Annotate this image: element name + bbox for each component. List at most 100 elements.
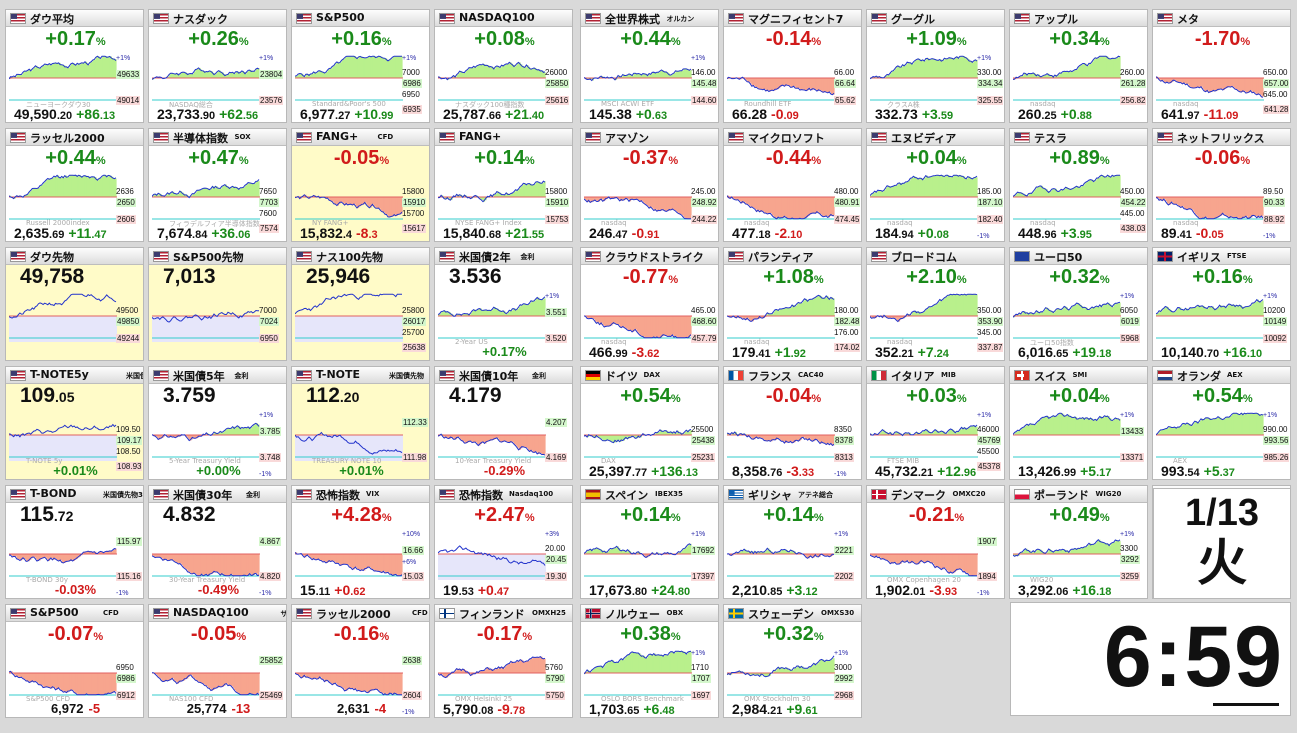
market-tile[interactable]: T-BOND米国債先物30年115.72115.97115.16-1%T-BON… [5,485,144,599]
market-tile[interactable]: 米国債10年 金利 4.179 4.207 4.169 10-Year Treasury … [434,366,573,480]
chart-area-segment [397,197,400,215]
market-tile[interactable]: NASDAQ100 +0.08% 26000 25850 25616 ナスダック100種指… [434,9,573,123]
market-tile[interactable]: FANG+ +0.14% 15800 15910 15753 NYSE FANG+ Ind… [434,128,573,242]
chart-area-segment [642,197,646,203]
market-tile[interactable]: ナス100先物 25,946 25800 26017 25700 25638 [291,247,430,361]
chart-area-segment [470,67,473,78]
market-tile[interactable]: 米国債2年 金利 3.536 +1% 3.551 3.520 2-Year US +0.17% [434,247,573,361]
market-tile[interactable]: ネットフリックス -0.06% 89.50 90.33 88.92 -1% nasdaq 89… [1152,128,1291,242]
market-tile[interactable]: ダウ先物 49,758 49500 49850 49244 [5,247,144,361]
chart-area-segment [650,74,653,78]
chart-area-segment [455,670,458,673]
market-tile[interactable]: FANG+ CFD -0.05% 15800 15910 15700 15617 NY FAN… [291,128,430,242]
chart-area-segment [218,433,221,435]
chart-area-segment [255,673,259,695]
market-tile[interactable]: 米国債5年 金利 3.759 +1% 3.785 3.748 -1% 5-Year Treas… [148,366,287,480]
chart-area-segment [1031,552,1034,554]
market-tile[interactable]: S&P500先物 7,013 7000 7024 6950 [148,247,287,361]
chart-area-segment [364,57,367,78]
chart-area-segment [751,316,754,322]
market-tile[interactable]: 恐怖指数 Nasdaq100 +2.47% +3% 20.00 20.45 19.30 19.… [434,485,573,599]
market-tile[interactable]: ノルウェー OBX +0.38% +1% 1710 1707 1697 OSLO BORS B… [580,604,719,718]
market-tile[interactable]: スウェーデン OMXS30 +0.32% +1% 3000 2992 2968 OMX Sto… [723,604,862,718]
market-tile[interactable]: イギリス FTSE +0.16% +1% 10200 10149 10092 10,140.7… [1152,247,1291,361]
axis-label-mid: 990.00 [1263,425,1288,434]
chart-area-segment [810,197,813,214]
chart-area-segment [826,660,829,673]
chart-area-segment [520,186,523,197]
chart-area-segment [1088,180,1092,197]
price-line [438,296,546,317]
chart-area-segment [60,673,63,691]
market-tile[interactable]: デンマーク OMXC20 -0.21% 1907 1894 -1% OMX Copenhag… [866,485,1005,599]
market-tile[interactable]: ラッセル2000 +0.44% 2636 2650 2606 Russell 2000in… [5,128,144,242]
market-tile[interactable]: パランティア +1.08% 180.00 182.48 176.00 174.02 nasd… [723,247,862,361]
market-tile[interactable]: アマゾン -0.37% 245.00 248.92 244.22 nasdaq 246.47… [580,128,719,242]
chart-area-segment [509,663,512,673]
market-tile[interactable]: S&P500 CFD -0.07% 6950 6986 6912 S&P500 CFD 6,9… [5,604,144,718]
market-tile[interactable]: フィンランド OMXH25 -0.17% 5760 5790 5750 OMX Helsin… [434,604,573,718]
market-tile[interactable]: 米国債30年 金利 4.832 4.867 4.820 -1% 30-Year Treasu… [148,485,287,599]
market-tile[interactable]: メタ -1.70% 650.00 657.00 645.00 641.28 nasdaq 64… [1152,9,1291,123]
market-tile[interactable]: マイクロソフト -0.44% 480.00 480.91 474.45 nasdaq 477… [723,128,862,242]
market-tile[interactable]: グーグル +1.09% +1% 330.00 334.34 325.55 クラスA株 332.… [866,9,1005,123]
chart-area-segment [613,661,616,673]
chart-area-segment [667,197,670,211]
chart-area-segment [963,428,966,435]
flag-icon [153,251,169,262]
chart-area-segment [16,554,19,559]
change-value: +0.26 [188,28,239,50]
market-tile[interactable]: アップル +0.34% 260.00 261.28 256.82 nasdaq 260.25… [1009,9,1148,123]
market-tile[interactable]: スイス SMI +0.04% +1% 13433 13371 13,426.99 +5.17 [1009,366,1148,480]
axis-label-mid: 260.00 [1120,68,1145,77]
chart-area-segment [231,187,234,197]
market-tile[interactable]: 半導体指数 SOX +0.47% 7650 7703 7600 7574 フィラデルフィア半導… [148,128,287,242]
chart-area-segment [58,673,61,688]
chart-area-segment [689,430,692,435]
market-tile[interactable]: ダウ平均 +0.17% +1% 49633 49014 ニューヨークダウ30 49,590.… [5,9,144,123]
price-line [1013,301,1121,318]
chart-area-segment [172,673,175,679]
market-tile[interactable]: T-NOTE 米国債先物 112.20 112.33 111.98 TREASURY NO… [291,366,430,480]
market-tile[interactable]: クラウドストライク -0.77% 465.00 468.60 457.79 nasdaq 4… [580,247,719,361]
market-tile[interactable]: ギリシャ アテネ総合 +0.14% +1% 2221 2202 2,210.85 +3.12 [723,485,862,599]
chart-area-segment [346,554,349,565]
chart-area-segment [588,197,591,201]
price-delta: -0.09 [771,106,799,122]
market-tile[interactable]: S&P500 +0.16% +1% 7000 6986 6950 6935 Standard&… [291,9,430,123]
market-tile[interactable]: ブロードコム +2.10% 350.00 353.90 345.00 337.87 nasd… [866,247,1005,361]
market-tile[interactable]: ラッセル2000 CFD -0.16% 2638 2604 -1% 2,631 -4 [291,604,430,718]
axis-label-low: 3.520 [545,334,568,343]
price-line [9,548,117,564]
chart-area-segment [1235,306,1238,316]
chart-area-segment [40,68,43,78]
chart-area-segment [537,657,540,673]
market-tile[interactable]: イタリア MIB +0.03% +1% 46000 45769 45500 45378 FTSE… [866,366,1005,480]
market-tile[interactable]: ユーロ50 +0.32% +1% 6050 6019 5968 ユーロ50指数 6,016.6… [1009,247,1148,361]
chart-area-segment [173,193,176,197]
chart-watermark: nasdaq [1030,219,1056,227]
market-tile[interactable]: ドイツ DAX +0.54% 25500 25438 25231 DAX 25,397.77 +… [580,366,719,480]
market-tile[interactable]: ポーランド WIG20 +0.49% +1% 3300 3292 3259 WIG20 3,29… [1009,485,1148,599]
chart-area-segment [344,57,347,78]
market-tile[interactable]: ナスダック +0.26% +1% 23804 23576 NASDAQ総合 23,733.9… [148,9,287,123]
market-tile[interactable]: フランス CAC40 -0.04% 8350 8378 8313 -1% 8,358.76 -3… [723,366,862,480]
chart-area-segment [57,673,60,689]
market-tile[interactable]: T-NOTE5y米国債先物109.05109.50109.17108.50108… [5,366,144,480]
change-percent: +0.44% [6,146,143,173]
chart-area-segment [1174,427,1177,435]
price-int: 49,758 [20,265,85,288]
market-tile[interactable]: 全世界株式 オルカン +0.44% +1% 146.00 145.48 144.60 MSCI… [580,9,719,123]
chart-area-segment [677,71,680,78]
market-tile[interactable]: スペイン IBEX35 +0.14% +1% 17692 17397 17,673.80 +2… [580,485,719,599]
chart-area-segment [747,551,750,554]
chart-area-segment [952,58,955,78]
chart-area-segment [1025,425,1028,435]
market-tile[interactable]: オランダ AEX +0.54% +1% 990.00 993.56 985.26 AEX 993… [1152,366,1291,480]
market-tile[interactable]: テスラ +0.89% 450.00 454.22 445.00 438.03 nasdaq 4… [1009,128,1148,242]
market-tile[interactable]: 恐怖指数 VIX +4.28% +10% +6% 16.66 15.03 15.11 +0.62 [291,485,430,599]
market-tile[interactable]: マグニフィセント7 -0.14% 66.00 66.64 65.62 Roundhill … [723,9,862,123]
market-tile[interactable]: エヌビディア +0.04% 185.00 187.10 182.40 -1% nasdaq 1… [866,128,1005,242]
chart-area-segment [355,554,358,568]
